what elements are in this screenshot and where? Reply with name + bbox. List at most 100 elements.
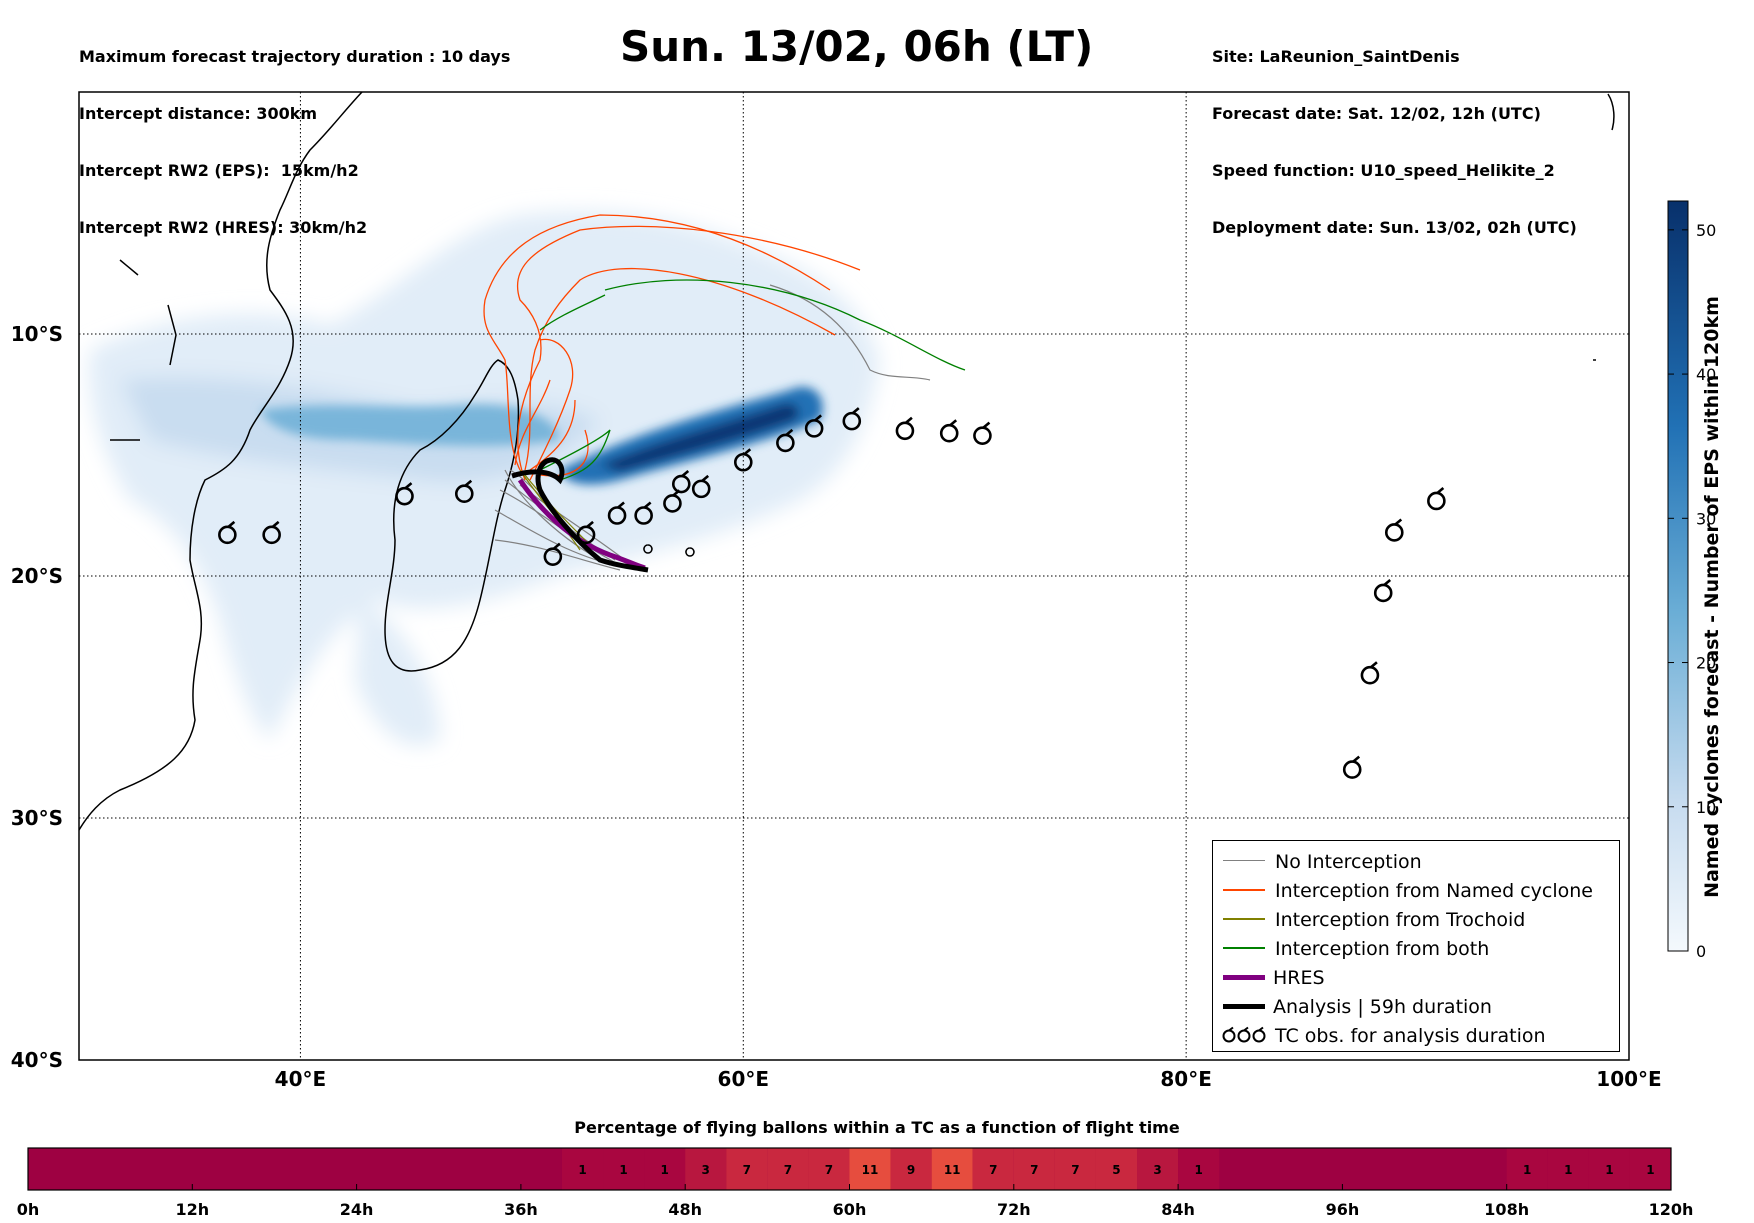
time-bar-cell-label: 11	[862, 1163, 879, 1177]
map-canvas	[79, 92, 1629, 1060]
lat-tick-label: 10°S	[11, 322, 63, 346]
eps-density-core	[260, 386, 823, 485]
colorbar-tick-label: 30	[1696, 509, 1716, 528]
header-right-line: Forecast date: Sat. 12/02, 12h (UTC)	[1212, 104, 1541, 123]
lon-tick-label: 40°E	[275, 1067, 327, 1091]
time-bar-cell-label: 1	[1194, 1163, 1202, 1177]
legend-label: HRES	[1273, 967, 1325, 989]
lat-tick-label: 40°S	[11, 1048, 63, 1072]
header-right-line: Site: LaReunion_SaintDenis	[1212, 47, 1460, 66]
lon-tick-label: 100°E	[1596, 1067, 1661, 1091]
analysis-trajectory	[511, 457, 649, 573]
colorbar-label: Named cyclones forecast - Number of EPS …	[1701, 296, 1723, 898]
time-bar-cell-label: 3	[702, 1163, 710, 1177]
time-bar-cell	[1178, 1148, 1220, 1190]
legend-swatch	[1223, 975, 1265, 980]
time-bar-cells: 1 1 1 3 7 7 7 11 9 11 7 7 7 5 3 1 1 1 1 1	[561, 1148, 1671, 1190]
page-title: Sun. 13/02, 06h (LT)	[620, 22, 1094, 71]
lon-tick-label: 60°E	[718, 1067, 770, 1091]
time-bar-title: Percentage of flying ballons within a TC…	[574, 1118, 1180, 1137]
coastlines	[79, 92, 1615, 831]
legend-label: TC obs. for analysis duration	[1275, 1025, 1546, 1047]
tc-obs-symbol	[1342, 755, 1362, 779]
time-bar-cell-label: 7	[743, 1163, 751, 1177]
time-bar-cell-label: 1	[1523, 1163, 1531, 1177]
time-bar: 1 1 1 3 7 7 7 11 9 11 7 7 7 5 3 1 1 1 1 1 0h 12h 24h 36h 48h 60h…	[17, 1147, 1694, 1219]
time-bar-cell-label: 11	[944, 1163, 961, 1177]
time-bar-tick-label: 120h	[1649, 1200, 1694, 1219]
legend-swatch	[1223, 1004, 1265, 1009]
map-frame	[78, 91, 1630, 1061]
tc-obs-symbol	[1427, 486, 1446, 511]
time-bar-cell	[1137, 1148, 1179, 1190]
legend-entry-both: Interception from both	[1213, 934, 1619, 962]
legend-entry-tc-obs: TC obs. for analysis duration	[1213, 1021, 1619, 1049]
time-bar-tick-label: 12h	[175, 1200, 209, 1219]
time-bar-cell	[561, 1148, 604, 1190]
trajectories-named-cyclone	[483, 214, 861, 481]
colorbar-ticks: 0 10 20 30 40 50	[1668, 221, 1716, 961]
tc-obs-symbol	[776, 428, 795, 453]
trajectory	[483, 214, 831, 471]
tc-obs-symbol	[1373, 578, 1393, 603]
time-bar-cell	[1013, 1148, 1055, 1190]
eps-density-core-area	[600, 403, 800, 472]
island-coast	[119, 259, 177, 366]
time-bar-tick-label: 108h	[1484, 1200, 1529, 1219]
trajectory	[604, 279, 966, 371]
legend-entry-trochoid: Interception from Trochoid	[1213, 905, 1619, 933]
legend-entry-analysis: Analysis | 59h duration	[1213, 992, 1619, 1020]
header-left: Maximum forecast trajectory duration : 1…	[79, 9, 510, 256]
time-bar-cell-label: 1	[1605, 1163, 1613, 1177]
time-bar-ticks: 0h 12h 24h 36h 48h 60h 72h 84h 96h 108h 120h	[17, 1184, 1694, 1219]
hres-trajectory	[517, 478, 646, 571]
tc-obs-symbol	[218, 520, 237, 545]
time-bar-tick-label: 0h	[17, 1200, 40, 1219]
header-left-line: Intercept RW2 (EPS): 15km/h2	[79, 161, 359, 180]
tc-obs-symbol	[1384, 518, 1404, 542]
time-bar-cell	[1506, 1148, 1548, 1190]
tc-obs-symbol	[895, 416, 915, 441]
time-bar-tick-label: 96h	[1326, 1200, 1360, 1219]
lat-tick-label: 20°S	[11, 564, 63, 588]
header-right-line: Speed function: U10_speed_Helikite_2	[1212, 161, 1555, 180]
madagascar-coast	[384, 359, 520, 672]
legend-label: Interception from Trochoid	[1275, 909, 1526, 931]
time-bar-cell-label: 7	[784, 1163, 792, 1177]
tc-obs-symbol	[262, 520, 281, 545]
colorbar-gradient	[1667, 200, 1689, 952]
time-bar-tick-label: 24h	[340, 1200, 374, 1219]
time-bar-tick-label: 48h	[668, 1200, 702, 1219]
time-bar-cell	[931, 1148, 973, 1190]
time-bar-cell	[644, 1148, 686, 1190]
time-bar-cell	[849, 1148, 891, 1190]
time-bar-cell-label: 9	[907, 1163, 915, 1177]
tc-obs-symbol	[939, 419, 959, 443]
time-bar-cell	[726, 1148, 768, 1190]
trajectory	[529, 338, 574, 481]
time-bar-cell	[972, 1148, 1014, 1190]
time-bar-cell	[1588, 1148, 1630, 1190]
island-coast	[1607, 93, 1615, 131]
tc-obs-symbol	[395, 482, 414, 506]
time-bar-cell-label: 1	[619, 1163, 627, 1177]
header-left-line: Maximum forecast trajectory duration : 1…	[79, 47, 511, 66]
legend-swatch	[1223, 947, 1265, 949]
island-coast	[643, 544, 653, 554]
time-bar-tick-label: 36h	[504, 1200, 538, 1219]
time-bar-cell-label: 1	[1564, 1163, 1572, 1177]
tc-obs-symbol	[733, 448, 753, 472]
tc-obs-symbol	[691, 474, 711, 499]
trajectory	[529, 399, 576, 471]
time-bar-cell-label: 7	[989, 1163, 997, 1177]
time-bar-cell	[767, 1148, 809, 1190]
lat-tick-label: 30°S	[11, 806, 63, 830]
time-bar-cell-label: 7	[1030, 1163, 1038, 1177]
time-bar-cell-label: 1	[660, 1163, 668, 1177]
eps-density-core-area	[260, 404, 560, 446]
tc-obs-symbol	[842, 407, 862, 431]
legend-swatch	[1223, 860, 1265, 861]
time-bar-cell-label: 7	[825, 1163, 833, 1177]
tc-obs-symbol	[671, 470, 691, 494]
